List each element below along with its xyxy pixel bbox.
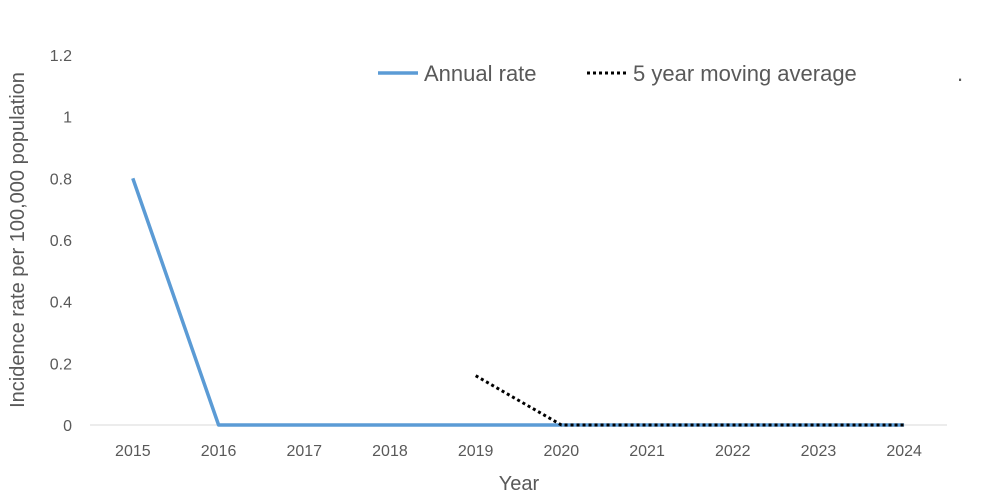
y-tick-label: 0.8: [50, 171, 72, 188]
legend: Annual rate 5 year moving average.: [378, 61, 963, 86]
series-layer: [131, 177, 905, 427]
y-tick-label: 0: [63, 418, 72, 435]
y-axis-ticks: 0 0.2 0.4 0.6 0.8 1 1.2: [50, 48, 72, 435]
legend-annual-rate-label: Annual rate: [424, 61, 537, 86]
x-tick-label: 2019: [458, 443, 494, 460]
x-tick-label: 2023: [801, 443, 837, 460]
moving-average-line: [474, 374, 905, 427]
annual-rate-line: [131, 177, 905, 427]
x-tick-label: 2021: [629, 443, 665, 460]
x-tick-label: 2020: [544, 443, 580, 460]
x-tick-label: 2018: [372, 443, 408, 460]
x-tick-label: 2015: [115, 443, 151, 460]
x-tick-label: 2016: [201, 443, 237, 460]
y-axis-title: Incidence rate per 100,000 population: [7, 72, 29, 408]
x-tick-label: 2022: [715, 443, 751, 460]
x-axis-title: Year: [499, 473, 540, 495]
y-tick-label: 0.4: [50, 295, 72, 312]
legend-stray-dot: .: [957, 61, 963, 86]
x-axis-ticks: 2015 2016 2017 2018 2019 2020 2021 2022 2023 2024: [115, 443, 922, 460]
y-tick-label: 1: [63, 110, 72, 127]
x-tick-label: 2017: [286, 443, 322, 460]
x-tick-label: 2024: [886, 443, 922, 460]
legend-moving-average-label: 5 year moving average: [633, 61, 857, 86]
y-tick-label: 0.2: [50, 356, 72, 373]
y-tick-label: 0.6: [50, 233, 72, 250]
y-tick-label: 1.2: [50, 48, 72, 65]
